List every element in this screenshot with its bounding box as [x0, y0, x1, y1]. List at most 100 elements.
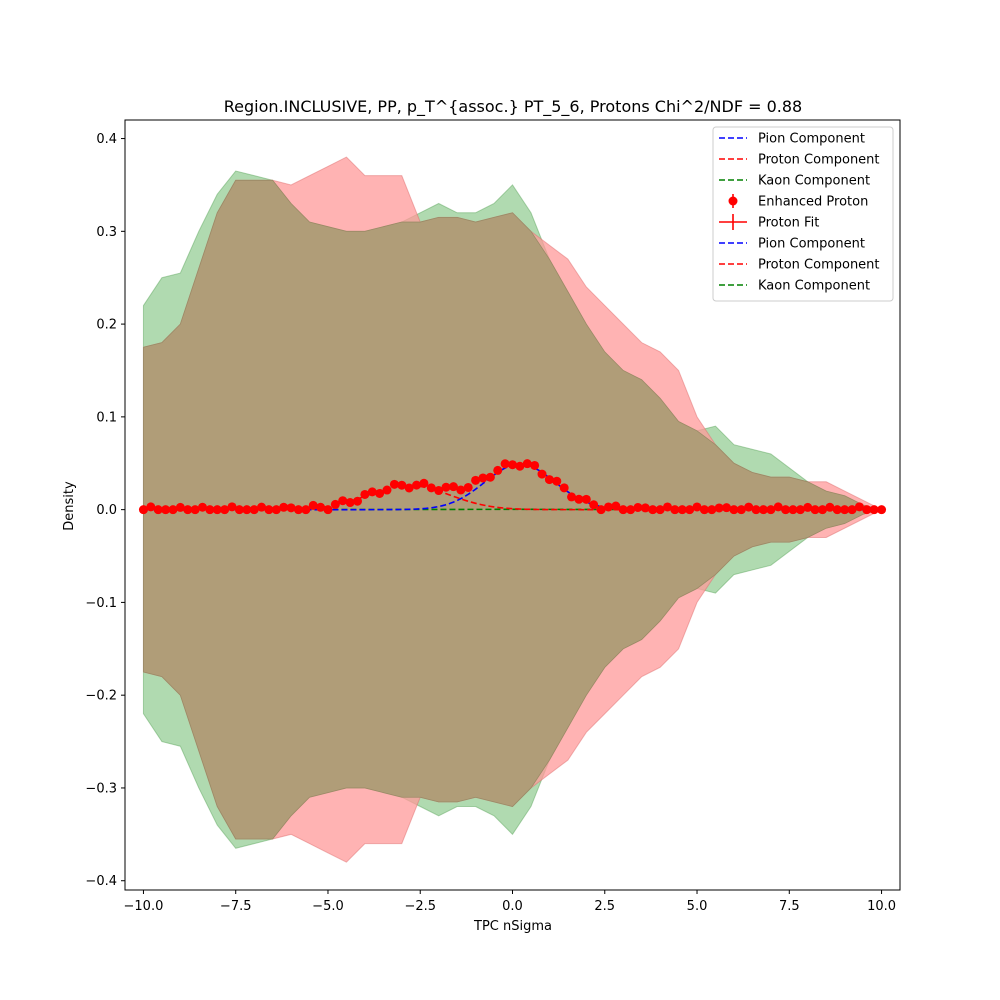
- data-point: [286, 503, 296, 513]
- data-point: [854, 502, 864, 512]
- data-point: [559, 483, 569, 493]
- data-point: [212, 505, 222, 515]
- data-point: [648, 505, 658, 515]
- data-point: [478, 473, 488, 483]
- x-tick-label: 0.0: [502, 899, 523, 914]
- data-point: [493, 465, 503, 475]
- data-point: [441, 482, 451, 492]
- data-point: [810, 505, 820, 515]
- plot-area: [138, 156, 887, 863]
- data-point: [840, 505, 850, 515]
- data-point: [316, 502, 326, 512]
- data-point: [198, 502, 207, 512]
- data-point: [353, 496, 362, 506]
- data-point: [862, 505, 872, 515]
- data-point: [271, 505, 281, 515]
- data-point: [877, 505, 887, 515]
- data-point: [692, 502, 702, 512]
- y-axis-label: Density: [62, 481, 77, 531]
- data-point: [788, 505, 798, 515]
- data-point: [832, 505, 842, 515]
- data-point: [138, 505, 148, 515]
- data-point: [360, 489, 370, 499]
- data-point: [190, 505, 200, 515]
- x-tick-label: 2.5: [594, 899, 615, 914]
- data-point: [205, 505, 215, 515]
- data-point: [471, 475, 481, 485]
- data-point: [522, 459, 532, 469]
- data-point: [633, 502, 643, 512]
- legend-label: Enhanced Proton: [758, 195, 868, 210]
- data-point: [581, 494, 591, 504]
- data-point: [338, 496, 348, 506]
- data-point: [257, 502, 267, 512]
- data-point: [825, 502, 835, 512]
- data-point: [175, 502, 185, 512]
- x-tick-label: 5.0: [687, 899, 708, 914]
- data-point: [308, 500, 318, 510]
- data-point: [515, 461, 525, 471]
- x-tick-label: −7.5: [220, 899, 252, 914]
- y-tick-label: 0.3: [96, 225, 117, 240]
- y-tick-label: −0.1: [85, 596, 117, 611]
- data-point: [168, 505, 178, 515]
- data-point: [758, 505, 768, 515]
- data-point: [803, 502, 813, 512]
- data-point: [146, 502, 156, 512]
- data-point: [707, 505, 717, 515]
- data-point: [412, 480, 422, 490]
- data-point: [781, 505, 791, 515]
- data-point: [663, 502, 672, 512]
- data-point: [345, 498, 355, 508]
- data-point: [249, 505, 259, 515]
- enhanced-proton-points: [138, 459, 887, 515]
- data-point: [670, 505, 680, 515]
- data-point: [537, 469, 547, 479]
- data-point: [795, 505, 805, 515]
- legend-label: Proton Component: [758, 153, 880, 168]
- axes: −10.0 −7.5 −5.0 −2.5 0.0 2.5 5.0 7.5 10.0 −0.4 −0.…: [85, 119, 901, 914]
- legend-label: Kaon Component: [758, 279, 870, 294]
- data-point: [323, 505, 333, 515]
- legend-label: Proton Fit: [758, 216, 819, 231]
- data-point: [242, 505, 252, 515]
- data-point: [729, 505, 739, 515]
- data-point: [618, 505, 628, 515]
- legend-label: Pion Component: [758, 237, 865, 252]
- x-tick-label: −5.0: [312, 899, 344, 914]
- x-tick-label: −10.0: [124, 899, 164, 914]
- y-tick-label: 0.1: [96, 410, 117, 425]
- data-point: [375, 488, 385, 498]
- x-axis-label: TPC nSigma: [473, 919, 552, 934]
- data-point: [183, 505, 193, 515]
- data-point: [434, 486, 444, 496]
- data-point: [161, 505, 171, 515]
- y-tick-label: −0.2: [85, 689, 117, 704]
- legend-swatch-marker: [728, 196, 738, 206]
- data-point: [293, 505, 303, 515]
- data-point: [530, 460, 540, 470]
- data-point: [699, 505, 709, 515]
- legend: Pion Component Proton Component Kaon Compo…: [712, 126, 894, 302]
- data-point: [766, 505, 776, 515]
- data-point: [456, 485, 466, 495]
- data-point: [685, 505, 695, 515]
- chart-title: Region.INCLUSIVE, PP, p_T^{assoc.} PT_5_…: [224, 97, 802, 117]
- data-point: [611, 501, 621, 511]
- data-point: [744, 502, 754, 512]
- data-point: [508, 460, 517, 470]
- data-point: [603, 502, 613, 512]
- x-tick-label: 7.5: [779, 899, 800, 914]
- data-point: [655, 505, 665, 515]
- data-point: [626, 505, 636, 515]
- data-point: [751, 505, 761, 515]
- data-point: [574, 494, 584, 504]
- x-tick-label: 10.0: [867, 899, 896, 914]
- x-tick-label: −2.5: [404, 899, 436, 914]
- legend-label: Proton Component: [758, 258, 880, 273]
- data-point: [773, 502, 783, 512]
- data-point: [714, 503, 724, 513]
- data-point: [448, 482, 458, 492]
- data-point: [485, 472, 495, 482]
- data-point: [677, 505, 687, 515]
